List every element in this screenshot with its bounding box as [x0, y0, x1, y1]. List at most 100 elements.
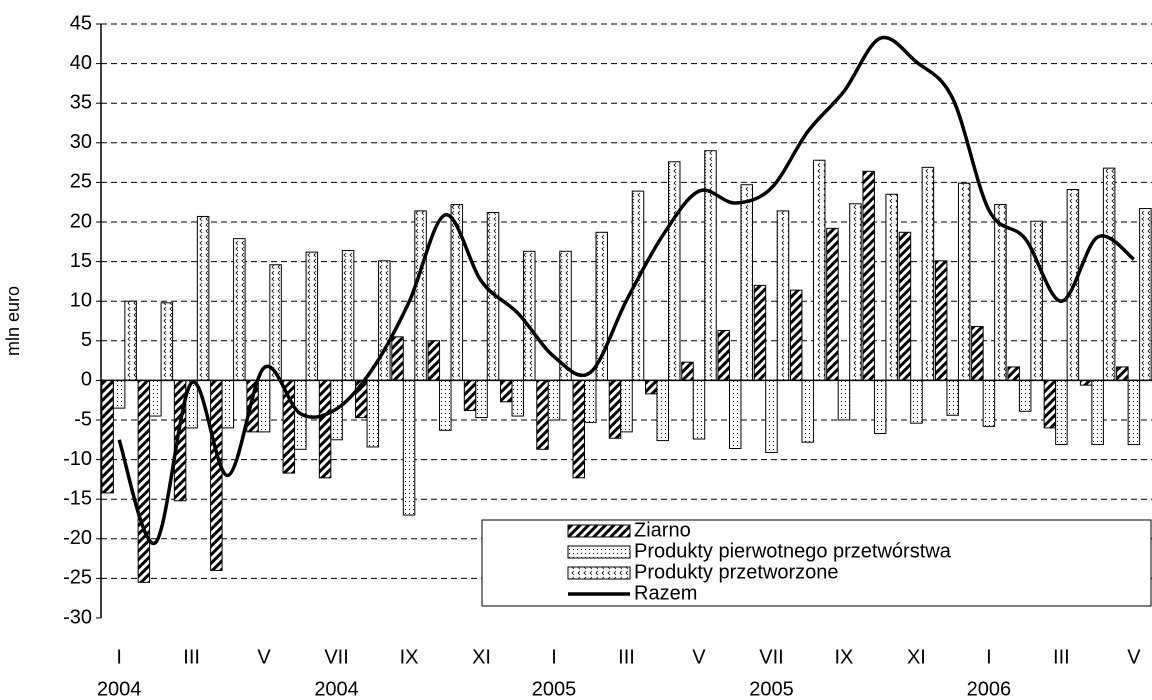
bar	[391, 336, 404, 381]
x-tick-label: XI	[472, 646, 491, 668]
bar	[753, 284, 767, 381]
bar	[366, 379, 380, 448]
bar	[812, 159, 826, 381]
bar	[112, 379, 126, 409]
x-group-label: 2006	[967, 678, 1012, 700]
line-series	[117, 35, 1135, 545]
bar	[1055, 379, 1068, 446]
x-tick-label: IX	[834, 646, 853, 668]
bar	[608, 379, 622, 439]
y-tick-label: 10	[70, 289, 92, 311]
bar	[149, 379, 162, 417]
bar	[801, 379, 814, 443]
y-tick-label: -30	[63, 606, 92, 628]
bar	[1018, 379, 1032, 412]
bar	[439, 379, 452, 431]
x-tick-label: V	[1127, 646, 1141, 668]
x-group-label: 2005	[532, 678, 577, 700]
bar	[257, 379, 271, 433]
bar	[160, 302, 174, 381]
legend-swatch	[567, 524, 631, 538]
bar	[305, 251, 319, 381]
bar	[210, 379, 223, 571]
bar	[101, 379, 114, 494]
bar	[971, 326, 984, 381]
bar	[740, 184, 753, 381]
x-tick-label: XI	[907, 646, 926, 668]
bar	[849, 203, 862, 381]
y-tick-label: 30	[70, 131, 92, 153]
bar	[378, 260, 391, 381]
y-tick-label: 25	[70, 171, 92, 193]
bar	[269, 264, 282, 381]
bar	[1139, 208, 1152, 381]
y-tick-label: 45	[70, 12, 92, 34]
bar	[717, 330, 730, 381]
x-tick-label: IX	[400, 646, 419, 668]
y-tick-label: 35	[70, 91, 92, 113]
bar	[776, 210, 790, 381]
bar	[584, 379, 597, 423]
bar	[934, 260, 948, 381]
x-tick-label: III	[183, 646, 200, 668]
x-tick-label: VII	[759, 646, 783, 668]
bar	[547, 379, 561, 421]
y-tick-label: -10	[63, 448, 92, 470]
bar	[463, 379, 477, 411]
bar	[681, 361, 694, 381]
bar	[862, 170, 875, 381]
bar	[427, 340, 441, 381]
bar	[1030, 220, 1043, 381]
bar	[1127, 379, 1141, 446]
bar	[921, 166, 935, 381]
x-group-label: 2004	[314, 678, 359, 700]
bar	[910, 379, 923, 424]
bar	[946, 379, 959, 416]
y-tick-label: -20	[63, 527, 92, 549]
y-tick-label: 0	[81, 369, 92, 391]
bar	[536, 379, 549, 450]
bar	[221, 379, 235, 429]
bar	[414, 210, 427, 381]
x-tick-label: V	[692, 646, 706, 668]
y-tick-label: 5	[81, 329, 92, 351]
bar	[572, 379, 586, 479]
x-tick-label: I	[986, 646, 992, 668]
bar	[1043, 379, 1057, 429]
bar	[656, 379, 669, 442]
x-tick-label: VII	[324, 646, 348, 668]
bar	[873, 379, 887, 434]
x-group-label: 2004	[97, 678, 142, 700]
legend-swatch	[567, 566, 631, 580]
bar	[826, 227, 839, 381]
y-axis-label: mln euro	[3, 286, 23, 356]
y-tick-label: -5	[74, 408, 92, 430]
x-tick-label: III	[618, 646, 635, 668]
bar	[475, 379, 488, 419]
legend-label: Ziarno	[634, 519, 691, 541]
bar	[511, 379, 525, 417]
x-tick-label: V	[257, 646, 271, 668]
bar	[765, 379, 778, 453]
bar	[728, 379, 742, 450]
bar	[898, 231, 912, 381]
bar	[789, 289, 803, 381]
bar	[233, 238, 246, 381]
bar	[644, 379, 658, 395]
bar	[1007, 366, 1020, 381]
bar	[885, 193, 898, 381]
bar	[523, 250, 536, 381]
bar	[500, 379, 513, 403]
bar	[196, 215, 210, 381]
bar	[667, 161, 681, 381]
y-tick-label: 20	[70, 210, 92, 232]
x-tick-label: I	[116, 646, 122, 668]
y-tick-label: -25	[63, 567, 92, 589]
y-tick-label: 15	[70, 250, 92, 272]
x-tick-label: I	[551, 646, 557, 668]
bar	[124, 300, 137, 381]
bar	[704, 150, 717, 381]
bar	[620, 379, 633, 433]
